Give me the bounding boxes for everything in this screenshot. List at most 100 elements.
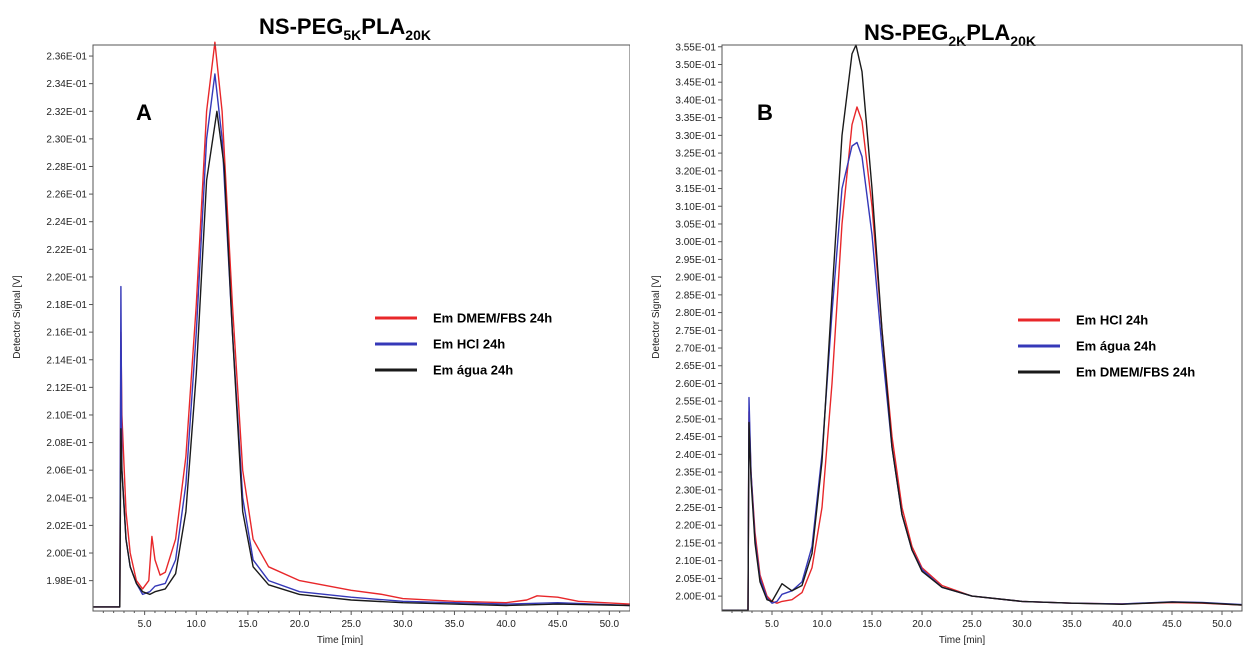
chart-b-ylabel: Detector Signal [V] xyxy=(651,275,662,359)
chart-b-plot-frame xyxy=(721,44,1243,612)
chart-b-title-sub1: 2K xyxy=(948,33,966,49)
chart-b-y-tick-label: 2.25E-01 xyxy=(675,503,716,514)
chart-b-legend: Em HCl 24h Em água 24h Em DMEM/FBS 24h xyxy=(1018,313,1195,380)
chart-a-series-line xyxy=(93,73,630,608)
chart-b-y-tick-label: 2.30E-01 xyxy=(675,485,716,496)
chart-b-x-tick-label: 40.0 xyxy=(1112,619,1132,630)
chart-a-y-tick-label: 2.00E-01 xyxy=(46,549,87,560)
chart-a-x-tick-label: 10.0 xyxy=(187,619,207,630)
chart-b-y-tick-label: 2.55E-01 xyxy=(675,397,716,408)
chart-a-title-main: NS-PEG xyxy=(259,14,343,39)
chart-a-x-tick-label: 35.0 xyxy=(445,619,465,630)
chart-b-y-tick-label: 2.95E-01 xyxy=(675,255,716,266)
chart-a-y-tick-label: 2.30E-01 xyxy=(46,134,87,145)
chart-a-xlabel: Time [min] xyxy=(317,635,364,646)
chart-a-x-tick-label: 30.0 xyxy=(393,619,413,630)
chart-b-title-mid: PLA xyxy=(966,20,1010,45)
chart-a-y-tick-label: 2.16E-01 xyxy=(46,328,87,339)
chart-b-xlabel: Time [min] xyxy=(939,635,986,646)
chart-a-y-tick-label: 2.14E-01 xyxy=(46,355,87,366)
chart-b-y-tick-label: 3.40E-01 xyxy=(675,95,716,106)
chart-b-series-line xyxy=(722,44,1243,611)
chart-a-series-group xyxy=(93,41,630,608)
chart-b-title: NS-PEG2KPLA20K xyxy=(864,20,1036,49)
chart-b-y-tick-label: 2.10E-01 xyxy=(675,556,716,567)
chart-a-title: NS-PEG5KPLA20K xyxy=(259,14,431,43)
chart-b-x-tick-label: 5.0 xyxy=(765,619,779,630)
chart-b-y-tick-label: 2.90E-01 xyxy=(675,273,716,284)
chart-a-x-axis: 5.0 10.0 15.0 20.0 25.0 30.0 35.0 40.0 45.0 50.0 xyxy=(102,611,621,630)
chart-b-x-tick-label: 20.0 xyxy=(912,619,932,630)
chart-b-x-tick-label: 45.0 xyxy=(1162,619,1182,630)
chart-b-x-tick-label: 30.0 xyxy=(1012,619,1032,630)
chart-a-y-tick-label: 2.28E-01 xyxy=(46,162,87,173)
chart-b-y-tick-label: 2.05E-01 xyxy=(675,574,716,585)
chart-b-y-tick-label: 3.15E-01 xyxy=(675,184,716,195)
chart-a-title-mid: PLA xyxy=(361,14,405,39)
chart-b-y-tick-label: 3.10E-01 xyxy=(675,202,716,213)
chart-b-y-tick-label: 2.85E-01 xyxy=(675,290,716,301)
chart-b-x-tick-label: 35.0 xyxy=(1062,619,1082,630)
chart-b-y-tick-label: 2.35E-01 xyxy=(675,468,716,479)
chart-a-y-tick-label: 2.36E-01 xyxy=(46,52,87,63)
chart-b-y-tick-label: 2.20E-01 xyxy=(675,521,716,532)
chart-a-legend-label: Em HCl 24h xyxy=(433,337,505,352)
chart-b-svg: NS-PEG2KPLA20K B Time [min] Detector Sig… xyxy=(651,20,1243,646)
chart-b-y-tick-label: 2.45E-01 xyxy=(675,432,716,443)
chart-a-x-tick-label: 5.0 xyxy=(138,619,152,630)
chart-b-y-tick-label: 3.05E-01 xyxy=(675,219,716,230)
chart-a-y-tick-label: 2.34E-01 xyxy=(46,79,87,90)
chart-a-y-tick-label: 1.98E-01 xyxy=(46,576,87,587)
chart-b-y-tick-label: 2.65E-01 xyxy=(675,361,716,372)
chart-b-y-tick-label: 2.15E-01 xyxy=(675,538,716,549)
chart-a-y-tick-label: 2.04E-01 xyxy=(46,493,87,504)
chart-a-legend: Em DMEM/FBS 24h Em HCl 24h Em água 24h xyxy=(375,311,552,378)
chart-b-y-tick-label: 3.30E-01 xyxy=(675,131,716,142)
chart-a-y-tick-label: 2.08E-01 xyxy=(46,438,87,449)
chart-panel-a: NS-PEG5KPLA20K A Time [min] Detector Sig… xyxy=(12,14,630,646)
chart-a-x-tick-label: 40.0 xyxy=(496,619,516,630)
chart-a-x-tick-label: 20.0 xyxy=(290,619,310,630)
chart-a-legend-label: Em DMEM/FBS 24h xyxy=(433,311,552,326)
chart-b-y-tick-label: 3.20E-01 xyxy=(675,166,716,177)
chart-b-x-tick-label: 15.0 xyxy=(862,619,882,630)
chart-a-series-line xyxy=(93,41,630,608)
chart-a-y-axis: 1.98E-01 2.00E-01 2.02E-01 2.04E-01 2.06E-01… xyxy=(46,52,93,587)
chart-b-x-tick-label: 25.0 xyxy=(962,619,982,630)
chart-b-y-axis: 2.00E-01 2.05E-01 2.10E-01 2.15E-01 2.20E-01… xyxy=(675,42,722,603)
chart-a-series-line xyxy=(93,110,630,608)
chart-a-svg: NS-PEG5KPLA20K A Time [min] Detector Sig… xyxy=(12,14,630,646)
chart-a-y-tick-label: 2.12E-01 xyxy=(46,383,87,394)
chart-b-x-axis: 5.0 10.0 15.0 20.0 25.0 30.0 35.0 40.0 45.0 50.0 xyxy=(731,611,1233,630)
chart-b-y-tick-label: 2.80E-01 xyxy=(675,308,716,319)
chart-panel-b: NS-PEG2KPLA20K B Time [min] Detector Sig… xyxy=(630,0,1248,650)
chart-b-y-tick-label: 2.00E-01 xyxy=(675,592,716,603)
chart-a-y-tick-label: 2.06E-01 xyxy=(46,466,87,477)
chart-b-series-group xyxy=(722,44,1243,611)
chart-b-x-tick-label: 50.0 xyxy=(1212,619,1232,630)
chart-a-y-tick-label: 2.24E-01 xyxy=(46,217,87,228)
chart-b-y-tick-label: 3.00E-01 xyxy=(675,237,716,248)
chart-a-y-tick-label: 2.18E-01 xyxy=(46,300,87,311)
chart-b-y-tick-label: 2.70E-01 xyxy=(675,344,716,355)
chart-b-y-tick-label: 3.45E-01 xyxy=(675,78,716,89)
chart-a-y-tick-label: 2.20E-01 xyxy=(46,272,87,283)
chart-a-x-tick-label: 50.0 xyxy=(600,619,620,630)
chart-b-title-sub2: 20K xyxy=(1010,33,1036,49)
chart-a-plot-frame xyxy=(92,44,630,612)
chart-a-legend-label: Em água 24h xyxy=(433,363,513,378)
chart-b-legend-label: Em DMEM/FBS 24h xyxy=(1076,365,1195,380)
chart-b-y-tick-label: 2.40E-01 xyxy=(675,450,716,461)
chart-a-y-tick-label: 2.26E-01 xyxy=(46,190,87,201)
chart-b-y-tick-label: 2.50E-01 xyxy=(675,414,716,425)
chart-b-y-tick-label: 2.60E-01 xyxy=(675,379,716,390)
chart-a-y-tick-label: 2.10E-01 xyxy=(46,410,87,421)
chart-b-panel-letter: B xyxy=(757,100,773,125)
chart-b-legend-label: Em HCl 24h xyxy=(1076,313,1148,328)
chart-a-title-sub2: 20K xyxy=(405,27,431,43)
chart-a-x-tick-label: 15.0 xyxy=(238,619,258,630)
chart-b-y-tick-label: 3.25E-01 xyxy=(675,149,716,160)
chart-b-y-tick-label: 3.55E-01 xyxy=(675,42,716,53)
chart-a-y-tick-label: 2.02E-01 xyxy=(46,521,87,532)
chart-a-x-tick-label: 45.0 xyxy=(548,619,568,630)
